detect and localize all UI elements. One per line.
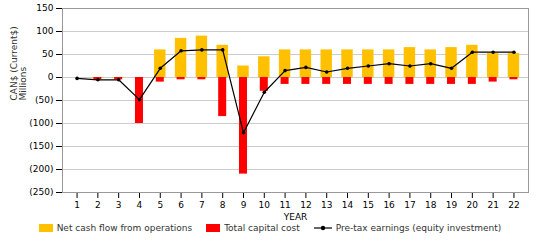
html-text:Total capital cost: Total capital cost	[224, 223, 300, 233]
html-text:Net cash flow from operations: Net cash flow from operations	[56, 223, 193, 233]
svg-text:13: 13	[321, 200, 332, 210]
svg-text:(250): (250)	[29, 187, 53, 197]
svg-text:CAN$ (Current$)Millions: CAN$ (Current$)Millions	[9, 26, 28, 100]
html-text:Pre-tax earnings (equity inves: Pre-tax earnings (equity investment)	[335, 223, 502, 233]
svg-text:21: 21	[487, 200, 498, 210]
svg-text:(50): (50)	[35, 95, 53, 105]
svg-text:7: 7	[199, 200, 205, 210]
svg-text:(150): (150)	[29, 141, 53, 151]
svg-text:50: 50	[42, 49, 54, 59]
svg-text:17: 17	[404, 200, 415, 210]
svg-text:(100): (100)	[29, 118, 53, 128]
svg-text:6: 6	[178, 200, 184, 210]
svg-text:20: 20	[467, 200, 479, 210]
svg-text:15: 15	[363, 200, 374, 210]
svg-text:150: 150	[36, 3, 53, 13]
svg-text:9: 9	[241, 200, 247, 210]
svg-text:5: 5	[157, 200, 163, 210]
svg-text:3: 3	[116, 200, 122, 210]
svg-text:18: 18	[425, 200, 437, 210]
svg-text:100: 100	[36, 26, 53, 36]
svg-text:2: 2	[95, 200, 101, 210]
svg-text:4: 4	[137, 200, 143, 210]
svg-text:16: 16	[383, 200, 395, 210]
svg-text:14: 14	[342, 200, 354, 210]
svg-text:(200): (200)	[29, 164, 53, 174]
svg-text:YEAR: YEAR	[283, 212, 308, 222]
svg-text:11: 11	[279, 200, 290, 210]
svg-text:10: 10	[259, 200, 271, 210]
svg-text:22: 22	[508, 200, 519, 210]
svg-text:8: 8	[220, 200, 226, 210]
svg-text:0: 0	[48, 72, 54, 82]
svg-text:19: 19	[446, 200, 458, 210]
svg-text:12: 12	[300, 200, 311, 210]
svg-text:1: 1	[74, 200, 80, 210]
